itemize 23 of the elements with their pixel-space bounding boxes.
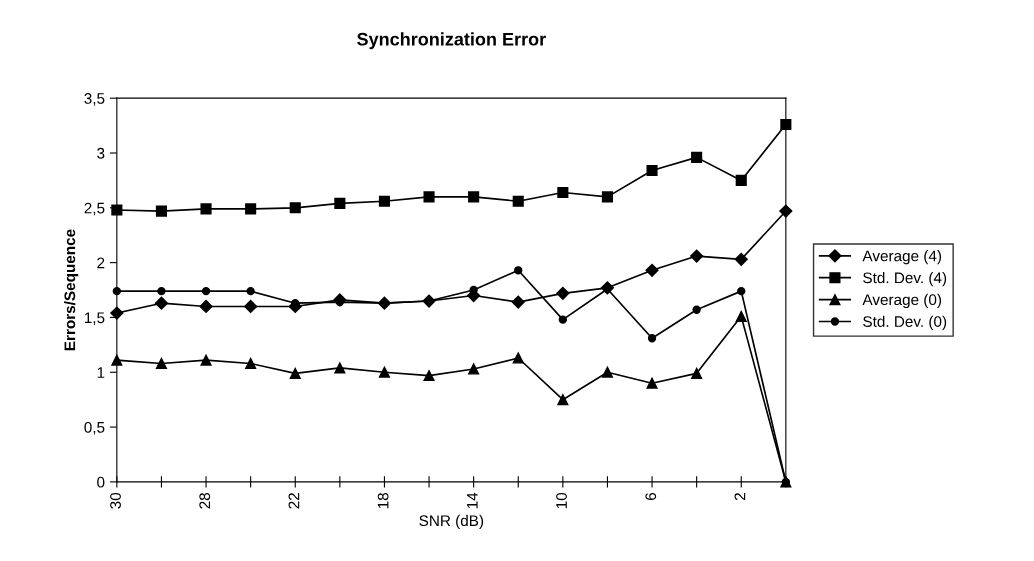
legend-label: Std. Dev. (0) [863, 315, 947, 330]
y-axis-title: Errors/Sequence [64, 229, 79, 351]
x-tick-label: 10 [556, 492, 567, 509]
x-tick-label: 22 [288, 493, 300, 509]
y-tick-label: 0 [97, 476, 105, 488]
x-tick-label: 30 [110, 492, 121, 509]
x-tick-label: 14 [467, 492, 478, 509]
y-tick-label: 1,5 [84, 312, 105, 325]
y-tick-label: 3,5 [84, 93, 105, 106]
x-tick-label: 6 [645, 492, 657, 501]
legend-label: Std. Dev. (4) [863, 271, 947, 287]
legend-label: Average (4) [862, 250, 942, 265]
y-tick-label: 0,5 [84, 421, 105, 435]
chart-title: Synchronization Error [357, 32, 546, 50]
y-tick-label: 2,5 [84, 202, 105, 216]
legend-label: Average (0) [862, 293, 942, 309]
y-tick-label: 3 [97, 147, 105, 159]
x-tick-label: 2 [734, 493, 746, 501]
x-tick-label: 28 [199, 492, 211, 509]
x-tick-label: 18 [377, 492, 389, 509]
x-axis-title: SNR (dB) [419, 514, 484, 530]
y-tick-label: 1 [97, 367, 105, 378]
y-tick-label: 2 [97, 257, 105, 269]
